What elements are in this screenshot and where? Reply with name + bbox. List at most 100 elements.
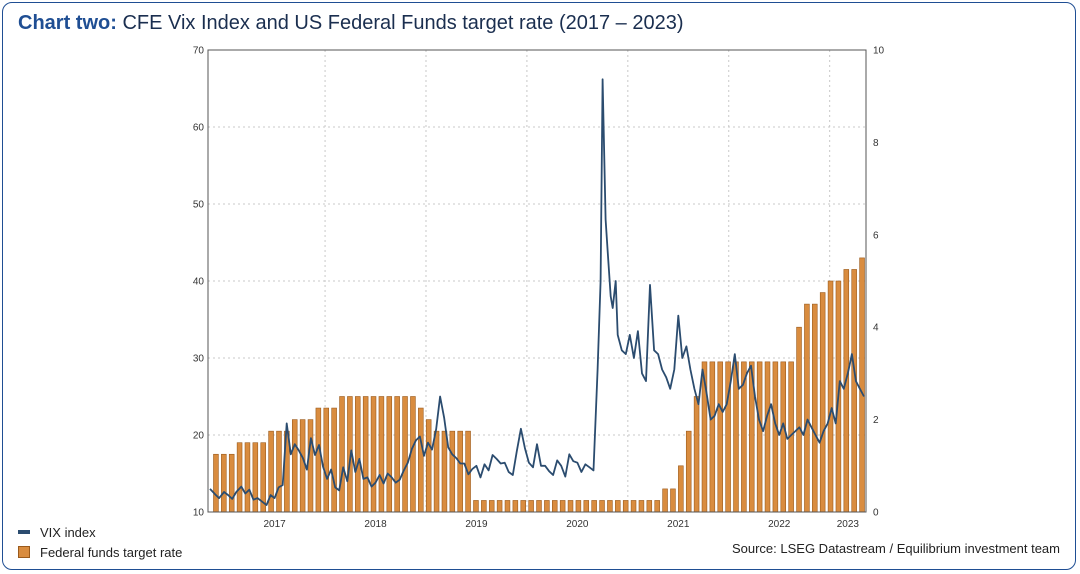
fed-rate-bar: [670, 488, 676, 513]
fed-rate-bar: [323, 407, 329, 513]
fed-rate-bar: [488, 500, 495, 513]
legend-swatch-fed-rate: [18, 546, 30, 558]
fed-rate-bar: [433, 430, 440, 513]
y-right-tick-label: 2: [873, 415, 879, 426]
x-tick-label: 2017: [263, 519, 286, 530]
fed-rate-bar: [473, 500, 479, 513]
chart-title: Chart two: CFE Vix Index and US Federal …: [18, 12, 684, 35]
fed-rate-bar: [646, 500, 653, 513]
fed-rate-bar: [851, 269, 857, 513]
fed-rate-bar: [213, 453, 219, 513]
fed-rate-bar: [386, 396, 393, 513]
fed-rate-bar: [252, 442, 259, 513]
fed-rate-bar: [678, 465, 684, 513]
fed-rate-bar: [599, 500, 605, 513]
x-tick-label: 2022: [768, 519, 791, 530]
fed-rate-bar: [378, 396, 385, 513]
fed-rate-bar: [693, 396, 700, 513]
fed-rate-bar: [331, 407, 337, 513]
fed-rate-bar: [654, 500, 660, 513]
fed-rate-bar: [276, 430, 282, 513]
fed-rate-bar: [583, 500, 590, 513]
fed-rate-bar: [362, 396, 369, 513]
fed-rate-bar: [780, 361, 787, 513]
fed-rate-bar: [536, 500, 542, 513]
fed-rate-bar: [504, 500, 511, 513]
fed-rate-bar: [528, 500, 534, 513]
fed-rate-bar: [441, 430, 448, 513]
fed-rate-bar: [221, 453, 227, 513]
fed-rate-bar: [827, 280, 834, 513]
x-tick-label: 2021: [667, 519, 690, 530]
fed-rate-bar: [772, 361, 779, 513]
y-right-tick-label: 4: [873, 323, 879, 334]
y-left-tick-label: 20: [193, 431, 205, 442]
fed-rate-bar: [709, 361, 716, 513]
fed-rate-bar: [394, 396, 400, 513]
x-tick-label: 2020: [566, 519, 589, 530]
fed-rate-bar: [575, 500, 582, 513]
fed-rate-bar: [843, 269, 850, 513]
fed-rate-bar: [638, 500, 645, 513]
fed-rate-bar: [717, 361, 723, 513]
fed-rate-bar: [812, 303, 818, 513]
fed-rate-bar: [299, 419, 306, 513]
y-right-tick-label: 6: [873, 230, 879, 241]
x-tick-label: 2019: [465, 519, 488, 530]
legend-label-fed-rate: Federal funds target rate: [40, 544, 183, 560]
fed-rate-bar: [512, 500, 519, 513]
chart-title-lead: Chart two:: [18, 12, 117, 34]
fed-rate-bar: [449, 430, 456, 513]
fed-rate-bar: [630, 500, 637, 513]
fed-rate-bar: [559, 500, 566, 513]
legend: VIX index Federal funds target rate: [18, 522, 182, 562]
y-left-tick-label: 50: [193, 200, 205, 211]
fed-rate-bar: [804, 303, 810, 513]
x-tick-label: 2023: [837, 519, 860, 530]
legend-label-vix: VIX index: [40, 524, 96, 540]
fed-rate-bar: [552, 500, 558, 513]
fed-rate-bar: [228, 453, 235, 513]
fed-rate-bar: [567, 500, 574, 513]
fed-rate-bar: [819, 292, 826, 513]
vix-line: [209, 78, 865, 507]
y-left-tick-label: 40: [193, 277, 205, 288]
fed-rate-bar: [764, 361, 771, 513]
fed-rate-bar: [370, 396, 377, 513]
fed-rate-bar: [607, 500, 613, 513]
fed-rate-bar: [496, 500, 503, 513]
source-note: Source: LSEG Datastream / Equilibrium in…: [731, 541, 1060, 556]
fed-rate-bar: [859, 257, 865, 513]
y-right-tick-label: 8: [873, 138, 879, 149]
fed-rate-bar: [481, 500, 487, 513]
fed-rate-bar: [315, 407, 322, 513]
y-left-tick-label: 70: [193, 46, 205, 57]
legend-item-fed-rate: Federal funds target rate: [18, 542, 182, 562]
fed-rate-bar: [339, 396, 345, 513]
fed-rate-bar: [796, 326, 802, 513]
fed-rate-bar: [236, 442, 243, 513]
y-right-tick-label: 10: [873, 46, 885, 57]
fed-rate-bar: [418, 407, 424, 513]
fed-rate-bar: [662, 488, 668, 513]
y-left-tick-label: 30: [193, 354, 205, 365]
chart-title-text: CFE Vix Index and US Federal Funds targe…: [122, 12, 684, 34]
y-left-tick-label: 10: [193, 508, 205, 519]
legend-item-vix: VIX index: [18, 522, 182, 542]
fed-rate-bar: [244, 442, 251, 513]
plot-border: [207, 49, 867, 513]
fed-rate-bar: [615, 500, 621, 513]
legend-swatch-vix: [18, 530, 30, 534]
fed-rate-bar: [291, 419, 298, 513]
fed-rate-bar: [622, 500, 629, 513]
fed-rate-bar: [425, 419, 432, 513]
y-left-tick-label: 60: [193, 123, 205, 134]
fed-rate-bar: [591, 500, 597, 513]
fed-rate-bar: [355, 396, 361, 513]
x-tick-label: 2018: [364, 519, 387, 530]
fed-rate-bar: [402, 396, 408, 513]
fed-rate-bar: [457, 430, 463, 513]
fed-rate-bar: [685, 430, 692, 513]
